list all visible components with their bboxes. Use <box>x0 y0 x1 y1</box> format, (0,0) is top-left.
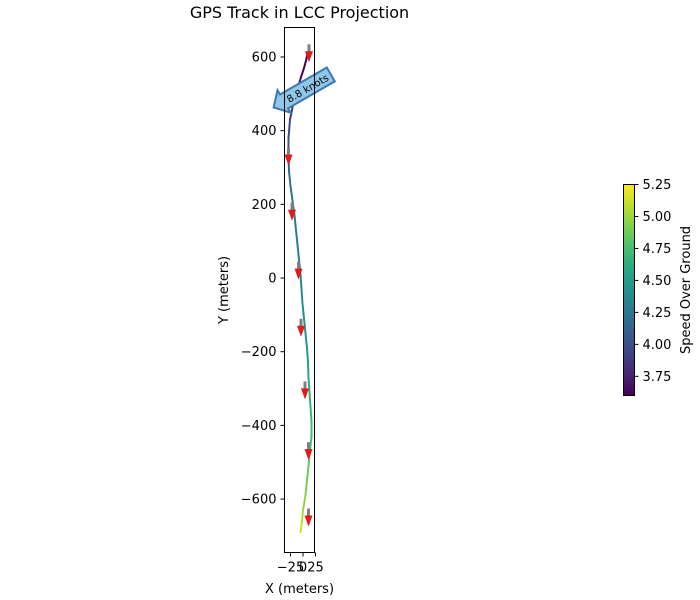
colorbar-tick-label: 5.25 <box>643 178 672 193</box>
track-segment <box>299 520 303 534</box>
track-segment <box>303 59 307 70</box>
plot-frame <box>284 27 315 553</box>
direction-arrow-head <box>304 449 313 461</box>
track-segment <box>293 214 297 232</box>
colorbar-label: Speed Over Ground <box>679 226 694 354</box>
chart-title: GPS Track in LCC Projection <box>190 3 409 22</box>
track-segment <box>300 67 305 79</box>
colorbar-tick-label: 3.75 <box>643 370 672 385</box>
direction-arrow-head <box>304 515 313 527</box>
colorbar-tick-label: 4.50 <box>643 274 672 289</box>
direction-arrow-head <box>305 51 313 63</box>
track-segment <box>289 103 294 121</box>
speed-annotation-box <box>272 66 337 115</box>
direction-arrow-marker <box>288 202 296 221</box>
y-tick-label: 600 <box>252 50 277 65</box>
track-segment <box>301 302 305 320</box>
y-axis-label: Y (meters) <box>217 256 232 325</box>
y-tick-label: −400 <box>241 419 277 434</box>
colorbar-tick-label: 4.25 <box>643 306 672 321</box>
direction-arrow-head <box>288 209 296 221</box>
direction-arrow-marker <box>305 44 313 63</box>
track-segment <box>306 347 309 364</box>
direction-arrow-head <box>297 325 305 337</box>
track-segment <box>304 332 308 350</box>
direction-arrow-head <box>301 388 309 400</box>
x-tick-label: −25 <box>277 561 304 576</box>
x-tick-label: 25 <box>307 561 324 576</box>
y-tick-label: 400 <box>252 124 277 139</box>
track-segment <box>301 509 304 523</box>
colorbar <box>623 184 635 396</box>
track-segment <box>302 494 307 512</box>
track-segment <box>309 435 313 453</box>
track-segment <box>300 288 304 305</box>
y-tick-label: 0 <box>268 272 276 287</box>
direction-arrow-marker <box>297 318 305 337</box>
direction-arrow-marker <box>301 381 309 400</box>
track-segment <box>295 229 299 246</box>
track-segment <box>304 479 308 497</box>
y-tick-label: −600 <box>241 493 277 508</box>
track-segment <box>288 170 292 187</box>
direction-arrow-marker <box>304 508 313 527</box>
colorbar-tick-label: 5.00 <box>643 210 672 225</box>
direction-arrow-marker <box>294 261 303 280</box>
track-segment <box>309 405 313 423</box>
direction-arrow-head <box>284 154 293 166</box>
track-segment <box>299 273 303 291</box>
colorbar-tick-label: 4.00 <box>643 338 672 353</box>
colorbar-tick-label: 4.75 <box>643 242 672 257</box>
track-segment <box>289 184 294 202</box>
x-tick-label: 0 <box>299 561 307 576</box>
track-segment <box>307 376 311 394</box>
track-segment <box>306 464 310 482</box>
track-segment <box>307 361 310 379</box>
track-line <box>284 44 313 534</box>
direction-arrow-head <box>294 268 303 280</box>
track-segment <box>287 118 291 140</box>
y-tick-label: 200 <box>252 198 277 213</box>
x-axis-label: X (meters) <box>265 582 334 597</box>
track-segment <box>296 243 300 261</box>
y-tick-label: −200 <box>241 345 277 360</box>
direction-arrow-marker <box>284 147 293 166</box>
track-segment <box>308 391 312 408</box>
direction-arrow-marker <box>304 442 313 461</box>
